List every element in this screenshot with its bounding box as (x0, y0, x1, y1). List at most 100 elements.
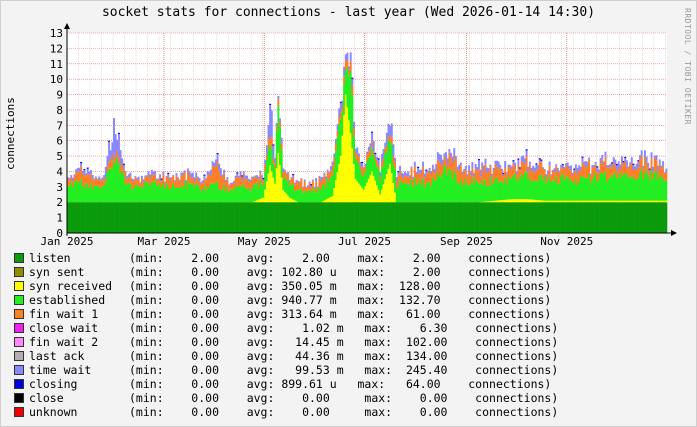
area-established (330, 176, 332, 197)
area-fin-wait-1 (617, 167, 620, 174)
area-established (565, 177, 568, 201)
area-syn-received (512, 199, 515, 203)
area-established (402, 184, 405, 203)
area-syn-received (384, 179, 387, 203)
area-listen (330, 202, 332, 233)
y-tick-label: 10 (50, 73, 63, 86)
area-closing (535, 163, 538, 165)
area-syn-received (574, 200, 577, 203)
area-fin-wait-1 (188, 174, 191, 184)
area-fin-wait-1 (422, 167, 425, 179)
area-listen (602, 202, 605, 233)
area-fin-wait-1 (221, 177, 224, 190)
area-time-wait (121, 158, 124, 163)
area-listen (362, 202, 365, 233)
area-syn-received (583, 200, 586, 203)
area-listen (431, 202, 434, 233)
area-fin-wait-1 (573, 172, 576, 184)
x-tick-label: Sep 2025 (440, 235, 493, 248)
area-listen (185, 202, 188, 233)
area-listen (162, 202, 165, 233)
area-fin-wait-1 (400, 175, 403, 181)
area-closing (637, 160, 640, 162)
area-time-wait (349, 52, 352, 62)
area-time-wait (149, 174, 152, 179)
area-established (353, 136, 355, 164)
area-time-wait (211, 161, 214, 167)
area-listen (448, 202, 451, 233)
area-fin-wait-1 (435, 170, 438, 181)
area-syn-received (334, 180, 337, 203)
area-time-wait (604, 151, 607, 158)
area-time-wait (588, 157, 591, 160)
area-syn-received (665, 200, 668, 203)
area-established (563, 180, 566, 201)
area-fin-wait-1 (663, 173, 666, 181)
area-fin-wait-1 (134, 177, 137, 186)
area-fin-wait-1 (609, 166, 612, 178)
area-fin-wait-1 (203, 179, 206, 186)
area-time-wait (165, 176, 168, 178)
area-closing (425, 169, 428, 171)
area-time-wait (647, 162, 650, 168)
area-listen (639, 202, 641, 233)
area-time-wait (523, 158, 526, 165)
area-listen (599, 202, 602, 233)
area-listen (104, 202, 107, 233)
area-listen (535, 202, 538, 233)
area-syn-received (283, 191, 286, 203)
area-time-wait (609, 164, 612, 167)
area-fin-wait-1 (597, 171, 600, 180)
area-established (188, 183, 191, 203)
area-fin-wait-1 (532, 171, 535, 181)
area-syn-received (617, 200, 620, 203)
area-syn-received (655, 200, 658, 203)
area-time-wait (366, 151, 369, 155)
area-closing (122, 163, 125, 165)
area-closing (241, 175, 244, 177)
area-fin-wait-1 (637, 167, 640, 179)
area-time-wait (236, 173, 239, 177)
area-listen (356, 202, 359, 233)
area-fin-wait-1 (157, 179, 160, 186)
area-syn-received (663, 200, 666, 203)
area-listen (622, 202, 625, 233)
area-fin-wait-1 (249, 181, 252, 192)
area-fin-wait-1 (642, 168, 645, 180)
area-fin-wait-1 (477, 169, 480, 184)
area-fin-wait-1 (405, 175, 408, 184)
area-fin-wait-1 (418, 172, 421, 179)
area-listen (298, 202, 301, 233)
area-syn-received (256, 200, 258, 203)
area-time-wait (305, 187, 308, 189)
area-fin-wait-1 (407, 176, 410, 184)
area-syn-received (640, 200, 643, 203)
area-fin-wait-1 (622, 164, 625, 176)
area-closing (519, 167, 521, 169)
area-established (489, 176, 492, 202)
area-syn-received (643, 200, 646, 203)
area-fin-wait-1 (334, 142, 337, 152)
area-listen (78, 202, 81, 233)
area-fin-wait-1 (353, 128, 355, 137)
area-established (241, 187, 244, 203)
area-fin-wait-1 (103, 180, 106, 186)
area-fin-wait-1 (528, 164, 531, 178)
area-established (448, 168, 451, 203)
area-listen (175, 202, 178, 233)
area-fin-wait-1 (520, 161, 523, 175)
area-fin-wait-1 (555, 165, 558, 177)
area-established (450, 170, 452, 203)
area-time-wait (555, 164, 558, 166)
area-time-wait (486, 167, 489, 173)
area-listen (441, 202, 444, 233)
area-fin-wait-1 (320, 181, 323, 190)
area-fin-wait-1 (193, 181, 196, 187)
area-listen (311, 202, 314, 233)
area-listen (428, 202, 431, 233)
area-listen (88, 202, 91, 233)
area-time-wait (482, 165, 485, 174)
area-time-wait (76, 168, 79, 172)
area-syn-received (634, 200, 637, 203)
